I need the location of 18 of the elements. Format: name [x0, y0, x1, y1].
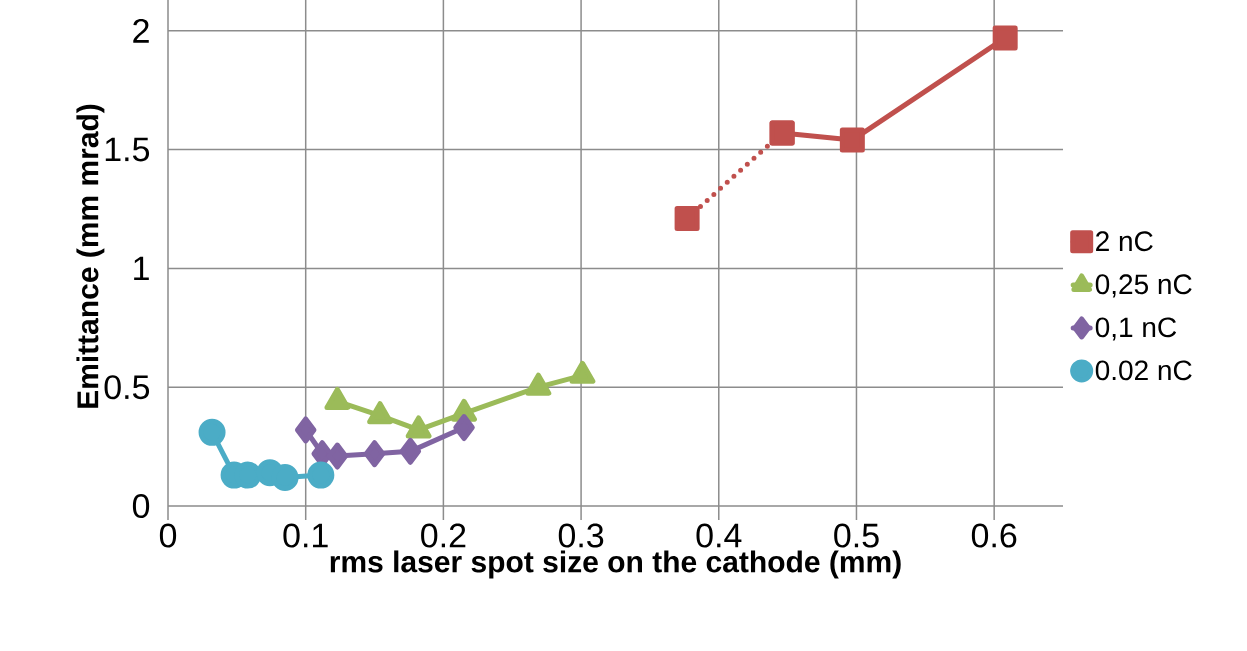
x-tick-label: 0.3	[558, 523, 604, 548]
legend-label: 0.02 nC	[1095, 360, 1192, 381]
y-tick-label: 1.5	[105, 137, 150, 162]
y-tick-label: 0	[132, 493, 150, 519]
y-tick-label: 0.5	[104, 375, 150, 400]
x-tick-label: 0.1	[283, 523, 328, 548]
x-axis-title: rms laser spot size on the cathode (mm)	[330, 550, 901, 579]
x-tick-label: 0.6	[971, 523, 1017, 548]
legend-label: 0,25 nC	[1095, 274, 1192, 298]
legend-label: 0,1 nC	[1095, 317, 1177, 341]
x-tick-label: 0	[159, 523, 177, 548]
y-axis-title: Emittance (mm mrad)	[76, 104, 105, 408]
x-tick-label: 0.2	[421, 523, 466, 548]
y-tick-label: 2	[133, 18, 149, 43]
x-tick-label: 0.5	[834, 523, 879, 548]
y-tick-label: 1	[134, 256, 149, 281]
x-tick-label: 0.4	[696, 523, 742, 548]
legend-label: 2 nC	[1096, 231, 1153, 252]
